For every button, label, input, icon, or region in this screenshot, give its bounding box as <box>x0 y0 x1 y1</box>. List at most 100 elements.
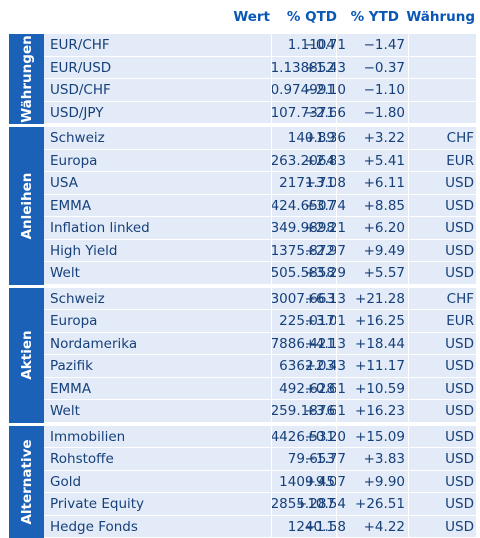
column-divider <box>271 34 272 124</box>
cell-ytd: +3.83 <box>340 448 405 471</box>
cell-name: High Yield <box>50 240 117 263</box>
cell-waehrung <box>424 34 474 57</box>
cell-ytd: +9.49 <box>340 240 405 263</box>
cell-ytd: −0.37 <box>340 57 405 80</box>
cell-ytd: +16.23 <box>340 400 405 423</box>
cell-name: Inflation linked <box>50 217 150 240</box>
cell-ytd: +9.90 <box>340 471 405 494</box>
cell-name: EMMA <box>50 195 91 218</box>
cell-name: Gold <box>50 471 81 494</box>
cell-ytd: +8.85 <box>340 195 405 218</box>
cell-waehrung: CHF <box>424 288 474 311</box>
cell-ytd: +10.59 <box>340 378 405 401</box>
cell-waehrung: USD <box>424 262 474 285</box>
cell-name: Schweiz <box>50 127 105 150</box>
cell-ytd: +18.44 <box>340 333 405 356</box>
cell-name: Rohstoffe <box>50 448 114 471</box>
cell-name: Immobilien <box>50 426 125 449</box>
cell-waehrung <box>424 102 474 125</box>
cell-ytd: +6.20 <box>340 217 405 240</box>
cell-name: EUR/USD <box>50 57 111 80</box>
column-divider <box>408 127 409 285</box>
group-label: Anleihen <box>9 127 44 285</box>
cell-ytd: +3.22 <box>340 127 405 150</box>
cell-waehrung: USD <box>424 493 474 516</box>
cell-waehrung: USD <box>424 378 474 401</box>
column-divider <box>408 34 409 124</box>
cell-ytd: −1.80 <box>340 102 405 125</box>
cell-name: EUR/CHF <box>50 34 110 57</box>
cell-ytd: +26.51 <box>340 493 405 516</box>
column-divider <box>336 426 337 538</box>
column-divider <box>271 127 272 285</box>
group-label-text: Aktien <box>19 330 35 379</box>
cell-waehrung: USD <box>424 217 474 240</box>
column-divider <box>336 34 337 124</box>
cell-ytd: +21.28 <box>340 288 405 311</box>
cell-waehrung: USD <box>424 240 474 263</box>
cell-waehrung: EUR <box>424 310 474 333</box>
column-divider <box>271 426 272 538</box>
cell-waehrung: USD <box>424 426 474 449</box>
cell-ytd: +11.17 <box>340 355 405 378</box>
group-label-text: Anleihen <box>19 172 35 239</box>
cell-waehrung <box>424 79 474 102</box>
cell-waehrung: USD <box>424 400 474 423</box>
cell-waehrung: USD <box>424 448 474 471</box>
cell-ytd: +5.41 <box>340 150 405 173</box>
cell-name: USD/JPY <box>50 102 103 125</box>
cell-name: Pazifik <box>50 355 93 378</box>
cell-waehrung: USD <box>424 333 474 356</box>
market-table: Wert % QTD % YTD Währung Währungen EUR/CH… <box>0 0 480 527</box>
group-label-text: Alternative <box>19 439 35 524</box>
cell-name: Welt <box>50 262 80 285</box>
cell-waehrung: USD <box>424 172 474 195</box>
cell-waehrung <box>424 57 474 80</box>
cell-waehrung: USD <box>424 355 474 378</box>
cell-name: USD/CHF <box>50 79 111 102</box>
column-divider <box>336 127 337 285</box>
cell-name: Welt <box>50 400 80 423</box>
cell-ytd: −1.10 <box>340 79 405 102</box>
column-divider <box>408 288 409 423</box>
column-divider <box>271 288 272 423</box>
cell-name: Nordamerika <box>50 333 137 356</box>
group-label: Aktien <box>9 288 44 423</box>
group-label: Alternative <box>9 426 44 538</box>
cell-name: EMMA <box>50 378 91 401</box>
header-waehrung: Währung <box>405 9 475 25</box>
group-label-text: Währungen <box>19 35 35 122</box>
header-qtd: % QTD <box>282 9 337 25</box>
header-ytd: % YTD <box>342 9 399 25</box>
cell-waehrung: USD <box>424 471 474 494</box>
group-label: Währungen <box>9 34 44 124</box>
table-header: Wert % QTD % YTD Währung <box>0 0 480 34</box>
cell-name: USA <box>50 172 78 195</box>
cell-waehrung: USD <box>424 195 474 218</box>
cell-ytd: +5.57 <box>340 262 405 285</box>
cell-ytd: +16.25 <box>340 310 405 333</box>
cell-ytd: +15.09 <box>340 426 405 449</box>
column-divider <box>408 426 409 538</box>
cell-name: Europa <box>50 310 97 333</box>
